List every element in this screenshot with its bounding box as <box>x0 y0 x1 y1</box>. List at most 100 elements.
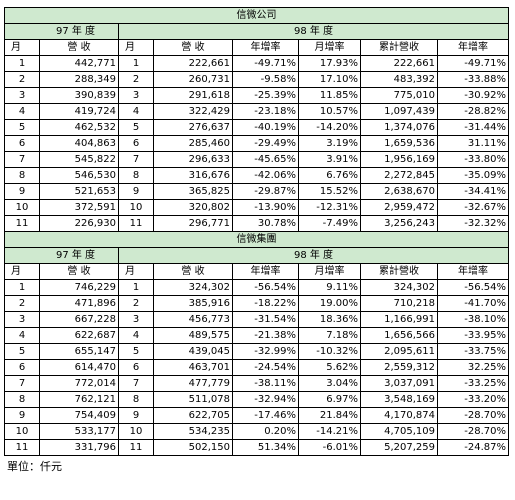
revenue-header: 營 收 <box>39 263 119 280</box>
revenue-cell-97: 419,724 <box>39 103 119 120</box>
cum-revenue-cell: 2,559,312 <box>360 359 438 376</box>
revenue-cell-97: 226,930 <box>39 215 119 232</box>
month-cell-97: 4 <box>4 103 40 120</box>
cum-yoy-cell: -33.88% <box>437 71 509 88</box>
month-cell-98: 2 <box>118 71 154 88</box>
month-cell-98: 9 <box>118 183 154 200</box>
cum-yoy-cell: -28.70% <box>437 407 509 424</box>
table-row: 5 462,532 5 276,637 -40.19% -14.20% 1,374,076-… <box>4 119 509 136</box>
mom-cell: 10.57% <box>298 103 361 120</box>
month-cell-97: 4 <box>4 327 40 344</box>
revenue-cell-98: 324,302 <box>153 279 233 296</box>
revenue-cell-97: 746,229 <box>39 279 119 296</box>
yoy-cell: -32.99% <box>232 343 299 360</box>
month-header: 月 <box>118 263 154 280</box>
revenue-cell-97: 655,147 <box>39 343 119 360</box>
cum-revenue-cell: 222,661 <box>360 55 438 72</box>
cum-yoy-cell: -28.82% <box>437 103 509 120</box>
cum-revenue-header: 累計營收 <box>360 39 438 56</box>
month-cell-97: 8 <box>4 167 40 184</box>
cum-yoy-cell: -33.75% <box>437 343 509 360</box>
table-row: 7 772,014 7 477,779 -38.11% 3.04% 3,037,091 -33… <box>4 375 509 392</box>
revenue-cell-98: 296,633 <box>153 151 233 168</box>
cum-revenue-header: 累計營收 <box>360 263 438 280</box>
cum-yoy-cell: -49.71% <box>437 55 509 72</box>
year-98-label: 98 年 度 <box>118 247 509 264</box>
mom-cell: 19.00% <box>298 295 361 312</box>
cum-revenue-cell: 2,959,472 <box>360 199 438 216</box>
revenue-cell-97: 471,896 <box>39 295 119 312</box>
revenue-cell-98: 439,045 <box>153 343 233 360</box>
month-cell-98: 1 <box>118 55 154 72</box>
yoy-cell: -17.46% <box>232 407 299 424</box>
revenue-cell-98: 320,802 <box>153 199 233 216</box>
yoy-cell: -38.11% <box>232 375 299 392</box>
cum-yoy-cell: -35.09% <box>437 167 509 184</box>
table-row: 6 614,470 6 463,701 -24.54% 5.62% 2,559,312 32.… <box>4 359 509 376</box>
cum-revenue-cell: 1,166,991 <box>360 311 438 328</box>
mom-cell: 6.97% <box>298 391 361 408</box>
revenue-cell-98: 489,575 <box>153 327 233 344</box>
revenue-cell-98: 365,825 <box>153 183 233 200</box>
cum-revenue-cell: 4,705,109 <box>360 423 438 440</box>
cum-yoy-cell: -56.54% <box>437 279 509 296</box>
yoy-cell: -18.22% <box>232 295 299 312</box>
cum-revenue-cell: 1,374,076 <box>360 119 438 136</box>
month-header: 月 <box>4 263 40 280</box>
table-row: 11 226,930 11 296,771 30.78% -7.49% 3,256,243-… <box>4 215 509 232</box>
table-row: 3 667,228 3 456,773 -31.54% 18.36% 1,166,991 -3… <box>4 311 509 328</box>
yoy-cell: -42.06% <box>232 167 299 184</box>
month-cell-98: 10 <box>118 423 154 440</box>
yoy-cell: -23.18% <box>232 103 299 120</box>
revenue-cell-98: 322,429 <box>153 103 233 120</box>
revenue-cell-97: 533,177 <box>39 423 119 440</box>
revenue-cell-97: 772,014 <box>39 375 119 392</box>
company-title-row: 信微公司 <box>4 7 509 24</box>
yoy-cell: -31.54% <box>232 311 299 328</box>
mom-cell: -14.20% <box>298 119 361 136</box>
month-cell-97: 2 <box>4 71 40 88</box>
table-row: 11 331,796 11 502,150 51.34% -6.01% 5,207,259-… <box>4 439 509 456</box>
mom-cell: 9.11% <box>298 279 361 296</box>
revenue-cell-97: 762,121 <box>39 391 119 408</box>
unit-note: 單位：仟元 <box>7 460 62 473</box>
cum-yoy-cell: -33.20% <box>437 391 509 408</box>
year-97-label: 97 年 度 <box>4 247 119 264</box>
table-row: 5 655,147 5 439,045 -32.99% -10.32% 2,095,611-… <box>4 343 509 360</box>
revenue-cell-97: 546,530 <box>39 167 119 184</box>
month-cell-98: 11 <box>118 215 154 232</box>
month-cell-98: 3 <box>118 311 154 328</box>
month-cell-97: 5 <box>4 119 40 136</box>
cum-yoy-header: 年增率 <box>437 39 509 56</box>
month-header: 月 <box>4 39 40 56</box>
cum-yoy-cell: -32.67% <box>437 199 509 216</box>
cum-revenue-cell: 324,302 <box>360 279 438 296</box>
table-row: 2 288,349 2 260,731 -9.58% 17.10% 483,392 -33.8… <box>4 71 509 88</box>
yoy-cell: -32.94% <box>232 391 299 408</box>
mom-cell: -10.32% <box>298 343 361 360</box>
month-cell-97: 3 <box>4 311 40 328</box>
cum-revenue-cell: 3,037,091 <box>360 375 438 392</box>
cum-revenue-cell: 710,218 <box>360 295 438 312</box>
month-cell-98: 11 <box>118 439 154 456</box>
month-cell-98: 8 <box>118 391 154 408</box>
yoy-cell: 51.34% <box>232 439 299 456</box>
table-row: 6 404,863 6 285,460 -29.49% 3.19% 1,659,536 31.… <box>4 135 509 152</box>
mom-cell: 3.19% <box>298 135 361 152</box>
revenue-cell-98: 502,150 <box>153 439 233 456</box>
cum-revenue-cell: 5,207,259 <box>360 439 438 456</box>
revenue-table: 信微公司 97 年 度 98 年 度月營 收月營 收年增率 月增率 累計營收 年增率 1 44… <box>4 7 509 456</box>
cum-yoy-cell: -31.44% <box>437 119 509 136</box>
mom-cell: -12.31% <box>298 199 361 216</box>
company-title: 信微公司 <box>4 7 509 24</box>
cum-revenue-cell: 2,272,845 <box>360 167 438 184</box>
revenue-cell-98: 534,235 <box>153 423 233 440</box>
revenue-cell-97: 331,796 <box>39 439 119 456</box>
revenue-table-body: 信微公司 97 年 度 98 年 度月營 收月營 收年增率 月增率 累計營收 年增率 1 44… <box>4 7 509 456</box>
company-title-row: 信微集團 <box>4 231 509 248</box>
mom-cell: 21.84% <box>298 407 361 424</box>
table-row: 1 746,229 1 324,302 -56.54% 9.11% 324,302 -56.5… <box>4 279 509 296</box>
cum-yoy-cell: 31.11% <box>437 135 509 152</box>
month-cell-97: 1 <box>4 279 40 296</box>
yoy-cell: -45.65% <box>232 151 299 168</box>
